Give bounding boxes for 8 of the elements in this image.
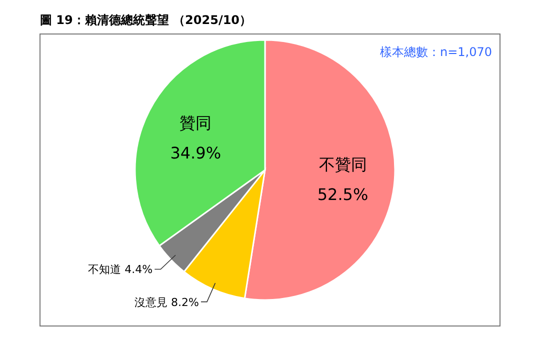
slice-label: 不贊同 [318,155,367,174]
text: 樣本總數：n=1,070 [380,45,492,59]
slice-label: 贊同 [180,113,212,132]
data-label: 52.5% [317,185,368,204]
slice-label: 沒意見 8.2% [134,296,199,309]
data-label: 34.9% [170,143,222,162]
chart-title: 圖 19：賴清德總統聲望 （2025/10） [40,13,252,27]
slice-label: 不知道 4.4% [88,263,153,276]
